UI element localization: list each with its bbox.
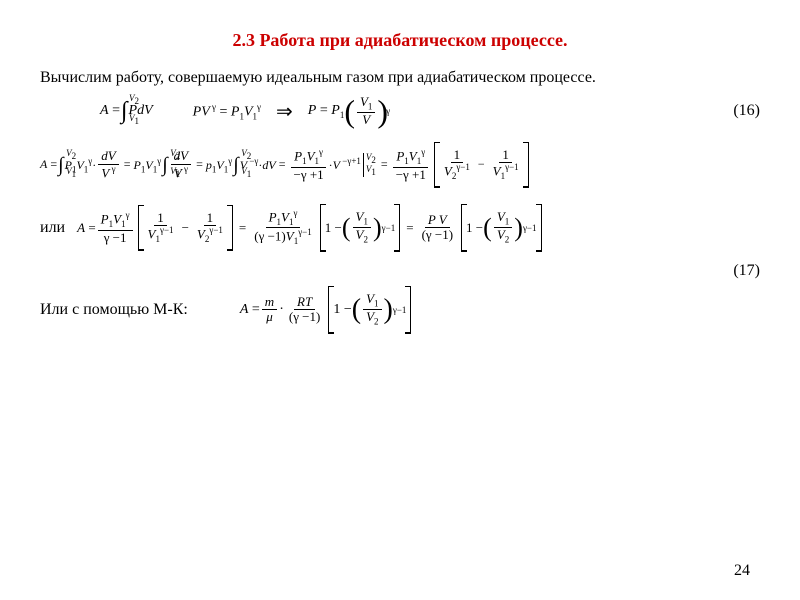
eq-number-16: (16) bbox=[733, 102, 760, 120]
eq-number-17: (17) bbox=[733, 262, 760, 280]
mk-label: Или с помощью М-К: bbox=[40, 301, 188, 319]
intro-text: Вычислим работу, совершаемую идеальным г… bbox=[40, 69, 760, 87]
equation-17b-row: Или с помощью М-К: A = mμ · RT(γ −1) 1 −… bbox=[40, 286, 760, 334]
or-label: или bbox=[40, 219, 65, 237]
section-title: 2.3 Работа при адиабатическом процессе. bbox=[40, 30, 760, 51]
implies-arrow: ⇒ bbox=[276, 99, 293, 124]
equation-17a-row: или A = P1V1γγ −1 1V1γ−1 − 1V2γ−1 = P1V1… bbox=[40, 204, 760, 252]
equation-16-row: A = V2∫V1 PdV PV γ = P1V1γ ⇒ P = P1 ( V1… bbox=[40, 95, 760, 128]
derivation-row: A = V2∫V1 P1V1γ· dVV γ = P1V1γ V2∫V1 dVV… bbox=[40, 142, 760, 188]
page-number: 24 bbox=[734, 562, 750, 580]
eq-number-17-row: (17) bbox=[40, 262, 760, 280]
